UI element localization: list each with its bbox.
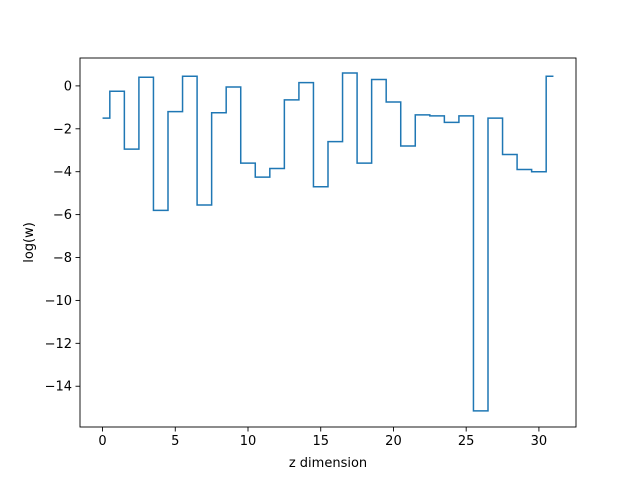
y-tick-label: −10 bbox=[45, 294, 72, 309]
y-tick-label: −8 bbox=[53, 251, 72, 266]
x-tick-label: 10 bbox=[240, 434, 257, 449]
y-tick-label: −2 bbox=[53, 122, 72, 137]
y-tick-label: 0 bbox=[64, 79, 72, 94]
series-step-line bbox=[102, 72, 554, 412]
x-axis-ticks: 0 5 10 15 20 25 30 bbox=[98, 427, 547, 449]
x-tick-label: 20 bbox=[385, 434, 402, 449]
y-tick-label: −6 bbox=[53, 208, 72, 223]
x-tick-label: 25 bbox=[458, 434, 475, 449]
y-tick-label: −12 bbox=[45, 337, 72, 352]
x-tick-label: 5 bbox=[171, 434, 179, 449]
plot-area bbox=[102, 72, 554, 412]
x-tick-label: 30 bbox=[531, 434, 548, 449]
y-axis-ticks: 0 −2 −4 −6 −8 −10 −12 −14 bbox=[45, 79, 80, 395]
axes-frame bbox=[79, 57, 577, 428]
y-tick-label: −4 bbox=[53, 165, 72, 180]
x-axis-label: z dimension bbox=[289, 456, 367, 471]
x-tick-label: 0 bbox=[98, 434, 106, 449]
y-tick-label: −14 bbox=[45, 380, 72, 395]
x-tick-label: 15 bbox=[312, 434, 329, 449]
y-axis-label: log(w) bbox=[22, 222, 37, 263]
